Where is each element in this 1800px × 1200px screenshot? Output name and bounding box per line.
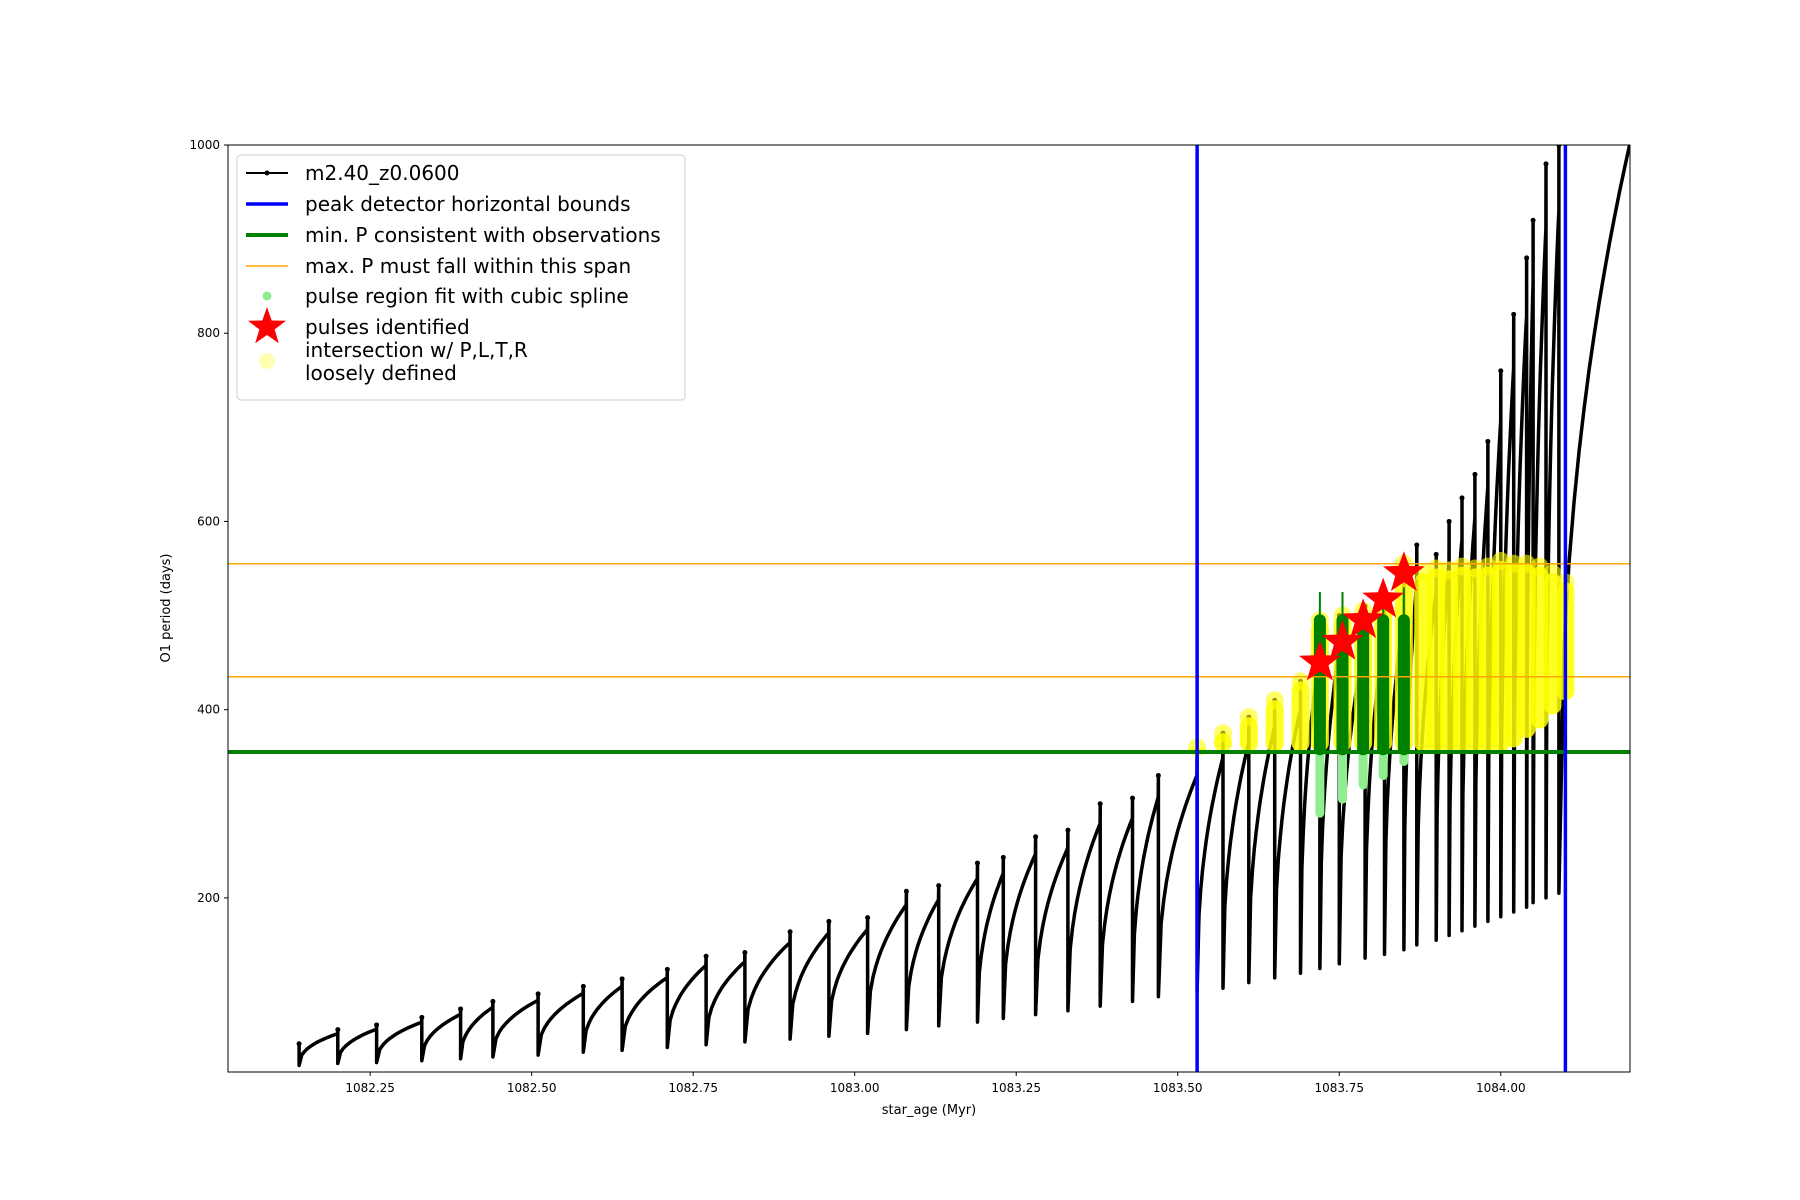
pulse-peak-point xyxy=(1530,217,1536,223)
pulse-peak-point xyxy=(535,991,541,997)
x-tick-label: 1082.50 xyxy=(507,1081,557,1095)
legend-marker-star xyxy=(248,307,286,344)
pulse-star xyxy=(1382,551,1425,591)
axes-frame xyxy=(227,144,1631,1073)
intersection-column xyxy=(1265,700,1284,753)
legend-label: pulse region fit with cubic spline xyxy=(305,284,629,308)
pulse-star xyxy=(1321,619,1364,660)
pulse-peak-point xyxy=(1065,827,1071,833)
intersection-point xyxy=(1239,708,1258,727)
pulse-peak-point xyxy=(580,983,586,989)
pulse-peak-point xyxy=(1556,145,1562,148)
legend-marker-dot xyxy=(264,170,270,176)
legend-label: pulses identified xyxy=(305,315,470,339)
pulse-peak-point xyxy=(1097,801,1103,807)
y-axis-label: O1 period (days) xyxy=(159,553,174,662)
x-tick-label: 1084.00 xyxy=(1476,1081,1526,1095)
pulse-peak-point xyxy=(1543,161,1549,167)
axes: 1082.25 1082.50 1082.75 1083.00 1083.25 1083.… xyxy=(159,138,1631,1118)
pulse-peak-point xyxy=(296,1041,302,1047)
plot-area xyxy=(228,145,1630,1072)
pulse-peak-point xyxy=(1155,773,1161,779)
legend-box xyxy=(236,154,686,401)
x-tick-label: 1083.00 xyxy=(830,1081,880,1095)
x-tick-label: 1082.25 xyxy=(345,1081,395,1095)
pulse-peak-point xyxy=(419,1014,425,1020)
x-axis-label: star_age (Myr) xyxy=(882,1103,976,1118)
x-ticks: 1082.25 1082.50 1082.75 1083.00 1083.25 1083.… xyxy=(345,1072,1526,1095)
pulse-peak-point xyxy=(1511,311,1517,317)
intersection-point xyxy=(1213,724,1232,743)
pulse-peak-point xyxy=(458,1006,464,1012)
pulse-star xyxy=(1299,640,1341,681)
intersection-column xyxy=(1239,717,1258,753)
pulse-peak-point xyxy=(936,883,942,889)
pulse-star xyxy=(1362,577,1405,618)
pulse-peak-point xyxy=(664,966,670,972)
x-tick-label: 1083.25 xyxy=(991,1081,1041,1095)
pulse-peak-point xyxy=(490,998,496,1004)
legend-marker-spline xyxy=(262,291,272,301)
pulse-peak-point xyxy=(865,915,871,921)
x-tick-label: 1083.50 xyxy=(1153,1081,1203,1095)
legend-label: m2.40_z0.0600 xyxy=(305,161,460,185)
intersection-point xyxy=(1291,672,1310,691)
pulse-peak-point xyxy=(703,953,709,959)
pulse-peak-point xyxy=(335,1027,341,1033)
y-tick-label: 200 xyxy=(197,891,220,905)
pulse-peak-point xyxy=(1459,495,1465,501)
pulse-peak-point xyxy=(374,1022,380,1028)
y-tick-label: 800 xyxy=(197,326,220,340)
y-tick-label: 400 xyxy=(197,703,220,717)
intersection-point xyxy=(1543,564,1562,583)
pulse-peak-point xyxy=(1130,795,1136,801)
intersection-point xyxy=(1265,691,1284,710)
y-tick-label: 1000 xyxy=(189,138,220,152)
pulse-peak-point xyxy=(1485,438,1491,444)
pulse-peak-point xyxy=(1472,471,1478,477)
x-tick-label: 1083.75 xyxy=(1314,1081,1364,1095)
pulse-peak-point xyxy=(1000,854,1006,860)
legend-label: intersection w/ P,L,T,R xyxy=(305,338,528,362)
pulse-peak-point xyxy=(826,918,832,924)
pulse-peak-point xyxy=(1033,834,1039,840)
pulse-peak-point xyxy=(619,976,625,982)
x-tick-label: 1082.75 xyxy=(668,1081,718,1095)
pulse-peak-point xyxy=(1524,255,1530,261)
legend-label: peak detector horizontal bounds xyxy=(305,192,631,216)
pulse-star xyxy=(1342,598,1385,639)
pulse-peak-point xyxy=(787,929,793,935)
legend-label: loosely defined xyxy=(305,361,457,385)
y-ticks: 200 400 600 800 1000 xyxy=(189,138,228,905)
legend-label: max. P must fall within this span xyxy=(305,254,631,278)
pulse-peak-point xyxy=(1446,518,1452,524)
pulse-peak-point xyxy=(1498,368,1504,374)
pulse-peak-point xyxy=(1433,551,1439,557)
pulse-peak-point xyxy=(1414,542,1420,548)
y-tick-label: 600 xyxy=(197,514,220,528)
pulse-peak-point xyxy=(742,949,748,955)
pulse-peak-point xyxy=(974,860,980,866)
legend-marker-intersection xyxy=(259,353,275,369)
pulse-peak-point xyxy=(903,888,909,894)
legend-label: min. P consistent with observations xyxy=(305,223,661,247)
intersection-column xyxy=(1291,681,1310,753)
